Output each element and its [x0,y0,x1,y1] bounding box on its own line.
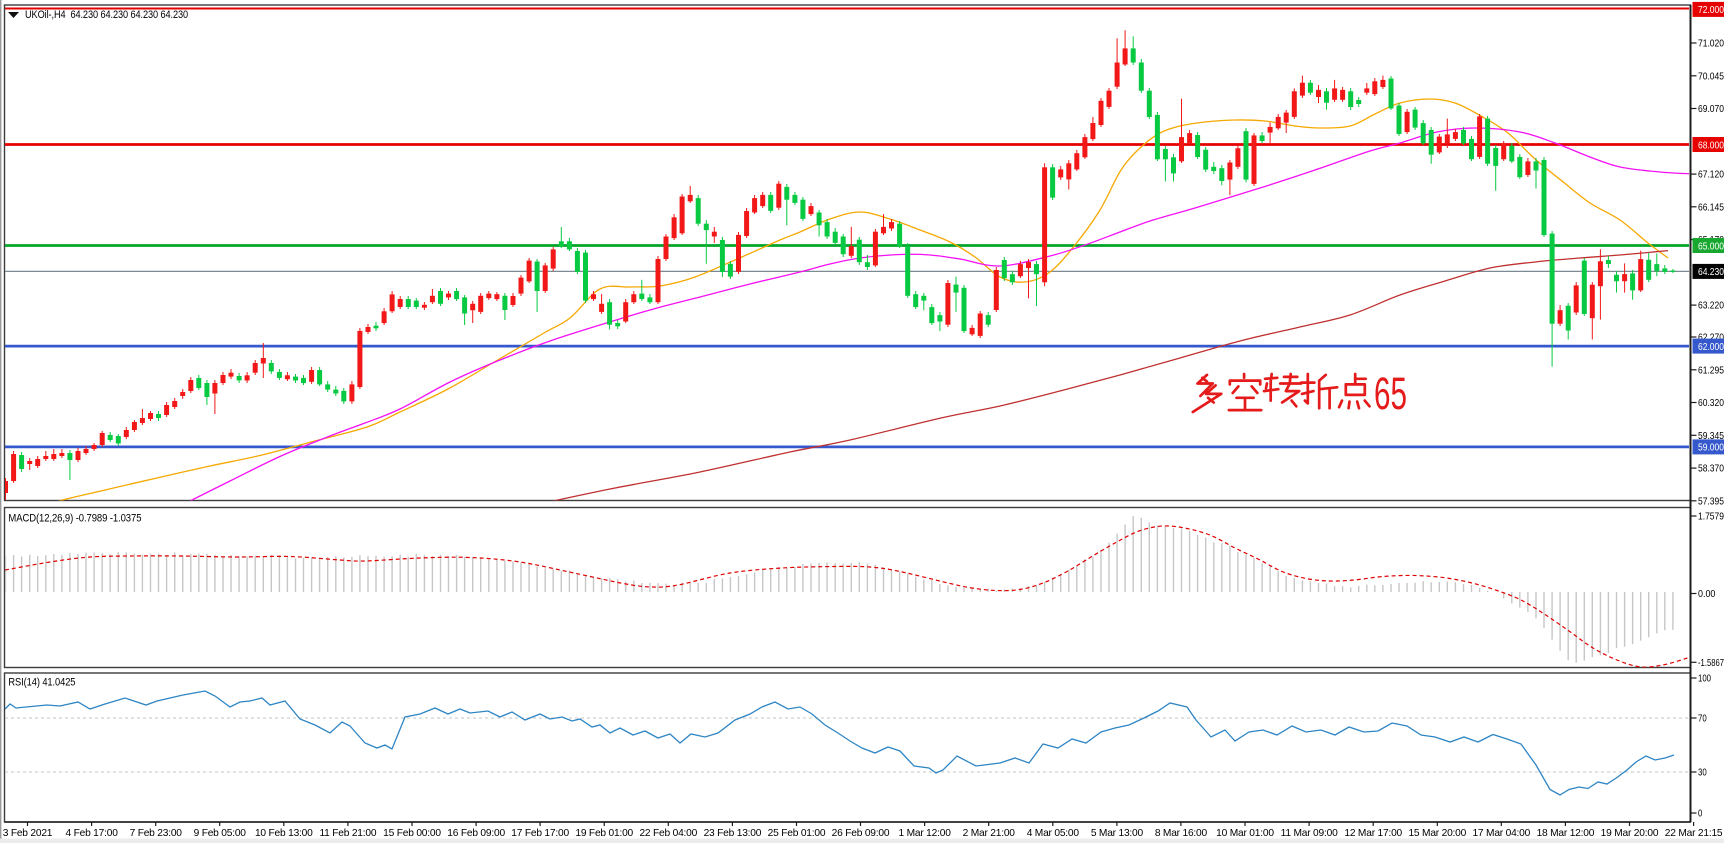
svg-text:1.7579: 1.7579 [1698,512,1724,523]
svg-text:17 Mar 04:00: 17 Mar 04:00 [1472,828,1530,839]
svg-text:70: 70 [1698,714,1707,725]
svg-text:71.020: 71.020 [1698,39,1724,50]
svg-text:69.070: 69.070 [1698,104,1724,115]
svg-text:68.000: 68.000 [1698,140,1724,151]
svg-text:19 Feb 01:00: 19 Feb 01:00 [575,828,633,839]
svg-text:100: 100 [1698,674,1711,685]
svg-text:62.000: 62.000 [1698,342,1724,353]
svg-text:9 Feb 05:00: 9 Feb 05:00 [194,828,247,839]
svg-text:57.395: 57.395 [1698,496,1724,507]
svg-text:4 Mar 05:00: 4 Mar 05:00 [1027,828,1080,839]
svg-text:2 Mar 21:00: 2 Mar 21:00 [963,828,1016,839]
svg-text:7 Feb 23:00: 7 Feb 23:00 [130,828,183,839]
svg-text:11 Mar 09:00: 11 Mar 09:00 [1281,828,1338,839]
svg-text:22 Feb 04:00: 22 Feb 04:00 [639,828,697,839]
svg-text:15 Feb 00:00: 15 Feb 00:00 [383,828,441,839]
svg-text:61.295: 61.295 [1698,365,1724,376]
svg-text:63.220: 63.220 [1698,301,1724,312]
svg-text:26 Feb 09:00: 26 Feb 09:00 [832,828,890,839]
svg-text:64.230: 64.230 [1698,267,1724,278]
svg-text:59.345: 59.345 [1698,431,1724,442]
svg-text:4 Feb 17:00: 4 Feb 17:00 [66,828,119,839]
svg-text:22 Mar 21:15: 22 Mar 21:15 [1665,828,1723,839]
svg-text:5 Mar 13:00: 5 Mar 13:00 [1091,828,1144,839]
svg-text:65.000: 65.000 [1698,241,1724,252]
svg-text:MACD(12,26,9) -0.7989 -1.0375: MACD(12,26,9) -0.7989 -1.0375 [8,513,141,525]
svg-text:72.000: 72.000 [1698,5,1724,16]
svg-text:19 Mar 20:00: 19 Mar 20:00 [1601,828,1659,839]
svg-text:UKOil-,H4 64.230 64.230 64.23: UKOil-,H4 64.230 64.230 64.230 64.230 [25,9,188,21]
svg-text:10 Feb 13:00: 10 Feb 13:00 [255,828,313,839]
svg-text:16 Feb 09:00: 16 Feb 09:00 [447,828,505,839]
svg-text:18 Mar 12:00: 18 Mar 12:00 [1537,828,1595,839]
svg-text:62.270: 62.270 [1698,333,1724,344]
svg-text:58.370: 58.370 [1698,464,1724,475]
svg-text:67.120: 67.120 [1698,170,1724,181]
svg-text:3 Feb 2021: 3 Feb 2021 [3,828,53,839]
svg-text:1 Mar 12:00: 1 Mar 12:00 [899,828,952,839]
svg-text:15 Mar 20:00: 15 Mar 20:00 [1408,828,1466,839]
svg-text:-1.5867: -1.5867 [1698,658,1724,669]
svg-text:RSI(14) 41.0425: RSI(14) 41.0425 [8,677,75,689]
svg-text:65: 65 [1374,368,1407,419]
svg-text:70.045: 70.045 [1698,71,1724,82]
svg-text:0: 0 [1698,809,1703,820]
svg-text:8 Mar 16:00: 8 Mar 16:00 [1155,828,1208,839]
svg-text:11 Feb 21:00: 11 Feb 21:00 [319,828,376,839]
svg-text:25 Feb 01:00: 25 Feb 01:00 [768,828,826,839]
svg-text:30: 30 [1698,768,1707,779]
svg-text:0.00: 0.00 [1698,589,1716,600]
svg-text:10 Mar 01:00: 10 Mar 01:00 [1216,828,1274,839]
svg-text:59.000: 59.000 [1698,443,1724,454]
svg-text:12 Mar 17:00: 12 Mar 17:00 [1344,828,1402,839]
svg-text:60.320: 60.320 [1698,398,1724,409]
svg-text:17 Feb 17:00: 17 Feb 17:00 [511,828,569,839]
svg-text:66.145: 66.145 [1698,202,1724,213]
svg-text:23 Feb 13:00: 23 Feb 13:00 [704,828,762,839]
